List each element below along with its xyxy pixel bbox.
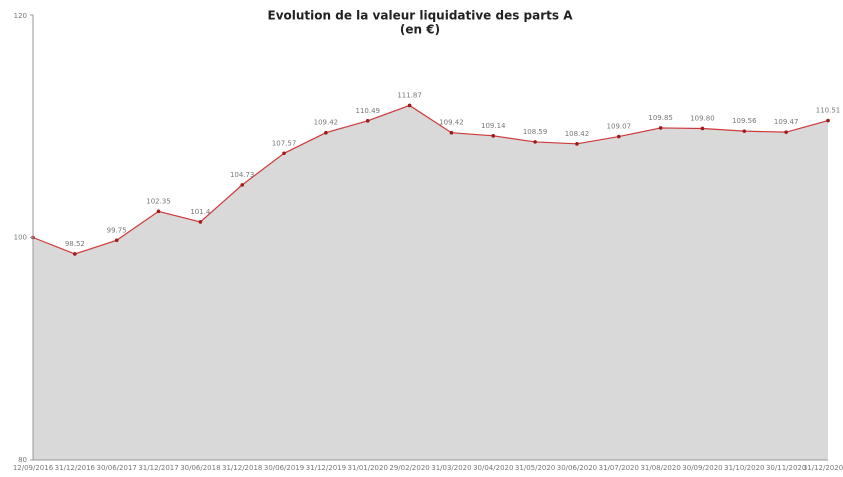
marker [365,118,370,123]
x-tick-label: 31/12/2020 [803,464,843,472]
marker [114,238,119,243]
marker [73,252,77,256]
x-tick-label: 29/02/2020 [389,464,429,472]
x-tick-label: 30/06/2020 [557,464,597,472]
marker [240,183,245,187]
value-label: 109.07 [607,123,632,131]
value-label: 99.75 [107,226,127,234]
x-tick-label: 31/07/2020 [599,464,639,472]
marker [700,126,705,131]
marker [616,134,621,139]
marker [826,118,830,123]
y-tick-label: 80 [18,456,27,464]
x-tick-label: 31/12/2019 [306,464,346,472]
value-label: 109.56 [732,117,757,125]
value-label: 108.59 [523,128,548,136]
value-label: 101.4 [190,208,211,216]
marker [784,130,788,134]
x-tick-label: 12/09/2016 [13,464,54,472]
value-label: 109.47 [774,118,799,126]
x-tick-label: 30/06/2018 [180,464,220,472]
value-label: 102.35 [146,197,171,205]
x-tick-label: 30/06/2019 [264,464,304,472]
x-tick-label: 31/08/2020 [640,464,680,472]
y-tick-label: 100 [14,234,27,242]
y-tick-label: 120 [14,12,27,20]
value-label: 109.85 [648,114,673,122]
value-label: 108.42 [565,130,590,138]
marker [282,151,286,156]
marker [198,220,203,224]
x-tick-label: 31/01/2020 [348,464,388,472]
value-label: 111.87 [397,91,422,99]
marker [658,126,663,130]
x-tick-label: 31/03/2020 [431,464,471,472]
marker [575,142,579,146]
x-tick-label: 31/05/2020 [515,464,555,472]
marker [156,209,161,214]
x-tick-label: 30/09/2020 [682,464,722,472]
x-tick-label: 31/12/2016 [55,464,96,472]
chart-title: Evolution de la valeur liquidative des p… [268,9,574,23]
value-label: 110.51 [816,107,841,115]
value-label: 109.42 [314,119,339,127]
chart-subtitle: (en €) [400,23,440,37]
value-label: 109.14 [481,122,506,130]
marker [491,134,496,138]
area [33,105,828,460]
value-label: 109.42 [439,119,464,127]
marker [407,103,412,108]
line [32,104,829,255]
value-label: 109.80 [690,114,715,122]
x-tick-label: 30/04/2020 [473,464,513,472]
value-label: 98.52 [65,240,85,248]
x-tick-label: 31/10/2020 [724,464,764,472]
x-tick-label: 30/11/2020 [766,464,806,472]
value-label: 110.49 [355,107,380,115]
marker [742,129,747,133]
marker [324,130,328,135]
marker [449,130,454,135]
value-label: 107.57 [272,139,297,147]
marker [533,140,537,144]
value-label: 104.73 [230,171,255,179]
x-tick-label: 30/06/2017 [97,464,137,472]
x-tick-label: 31/12/2018 [222,464,262,472]
x-tick-label: 31/12/2017 [138,464,178,472]
